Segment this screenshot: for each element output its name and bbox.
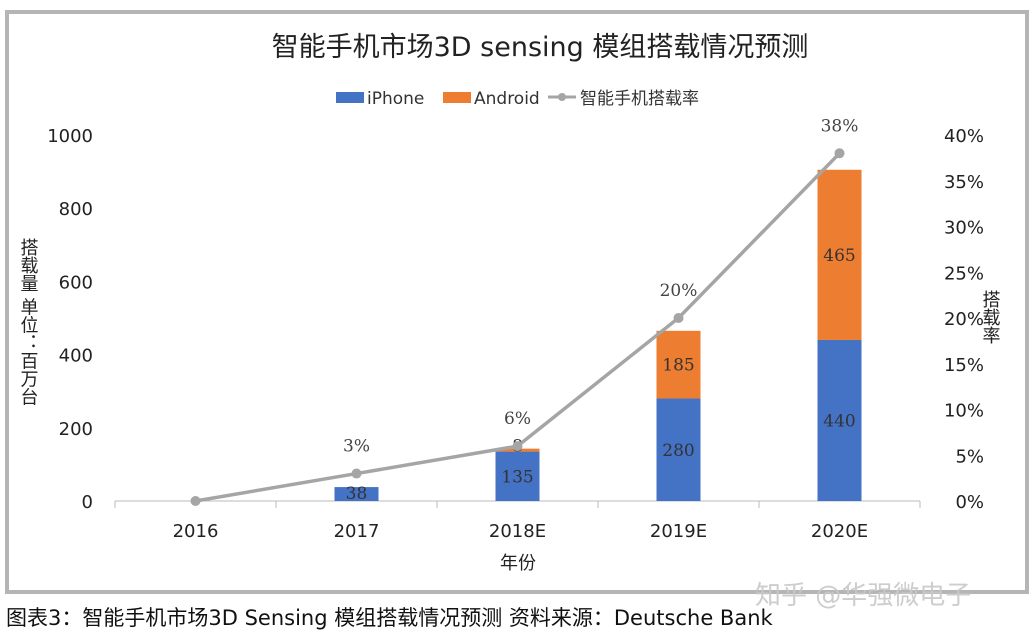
y-axis-title: 搭载量 单位：百万台	[18, 238, 39, 406]
rate-point	[512, 441, 523, 452]
y-tick-label: 400	[59, 346, 93, 367]
data-label-android: 185	[662, 356, 694, 376]
data-label-iphone: 280	[662, 441, 694, 461]
rate-point	[834, 148, 845, 159]
x-axis-title: 年份	[500, 553, 536, 574]
bar-android	[817, 169, 862, 340]
legend-label-rate: 智能手机搭载率	[580, 89, 699, 109]
legend-label-iphone: iPhone	[367, 89, 424, 109]
legend-swatch-android	[443, 92, 471, 103]
y2-tick-label: 10%	[944, 401, 984, 422]
bar-iphone	[656, 398, 701, 501]
watermark: 知乎 @华强微电子	[755, 581, 972, 611]
rate-point	[190, 496, 201, 506]
figure-caption: 图表3：智能手机市场3D Sensing 模组搭载情况预测 资料来源：Deuts…	[6, 606, 773, 630]
legend-swatch-iphone	[336, 92, 364, 103]
x-tick-label: 2020E	[811, 521, 868, 542]
data-label-iphone: 440	[823, 411, 855, 431]
bar-iphone	[495, 451, 540, 501]
rate-label: 3%	[343, 437, 370, 457]
data-label-iphone: 135	[501, 467, 533, 487]
rate-point	[351, 468, 362, 479]
y-tick-label: 200	[59, 419, 93, 440]
y-tick-label: 1000	[47, 126, 93, 147]
x-tick-label: 2017	[334, 521, 380, 542]
bar-iphone	[334, 487, 379, 501]
x-tick-label: 2019E	[650, 521, 707, 542]
y2-tick-label: 15%	[944, 355, 984, 376]
y2-tick-label: 25%	[944, 263, 984, 284]
data-label-iphone: 38	[346, 484, 368, 504]
y2-tick-label: 40%	[944, 126, 984, 147]
rate-point	[673, 313, 684, 323]
legend-marker-rate	[558, 93, 566, 101]
legend-label-android: Android	[474, 89, 540, 109]
y2-tick-label: 30%	[944, 218, 984, 239]
chart-title: 智能手机市场3D sensing 模组搭载情况预测	[272, 32, 809, 63]
y2-tick-label: 5%	[955, 446, 984, 467]
y-tick-label: 800	[59, 199, 93, 220]
y2-tick-label: 0%	[955, 492, 984, 513]
rate-label: 38%	[821, 116, 859, 136]
y2-tick-label: 20%	[944, 309, 984, 330]
y2-axis-title: 搭载率	[980, 290, 1001, 344]
y-tick-label: 600	[59, 272, 93, 293]
data-label-android: 465	[823, 246, 855, 266]
y2-tick-label: 35%	[944, 172, 984, 193]
x-tick-label: 2016	[173, 521, 219, 542]
rate-label: 20%	[660, 281, 698, 301]
y-tick-label: 0	[82, 492, 93, 513]
x-tick-label: 2018E	[489, 521, 546, 542]
bar-iphone	[817, 339, 862, 501]
bar-android	[656, 330, 701, 399]
rate-label: 6%	[504, 409, 531, 429]
